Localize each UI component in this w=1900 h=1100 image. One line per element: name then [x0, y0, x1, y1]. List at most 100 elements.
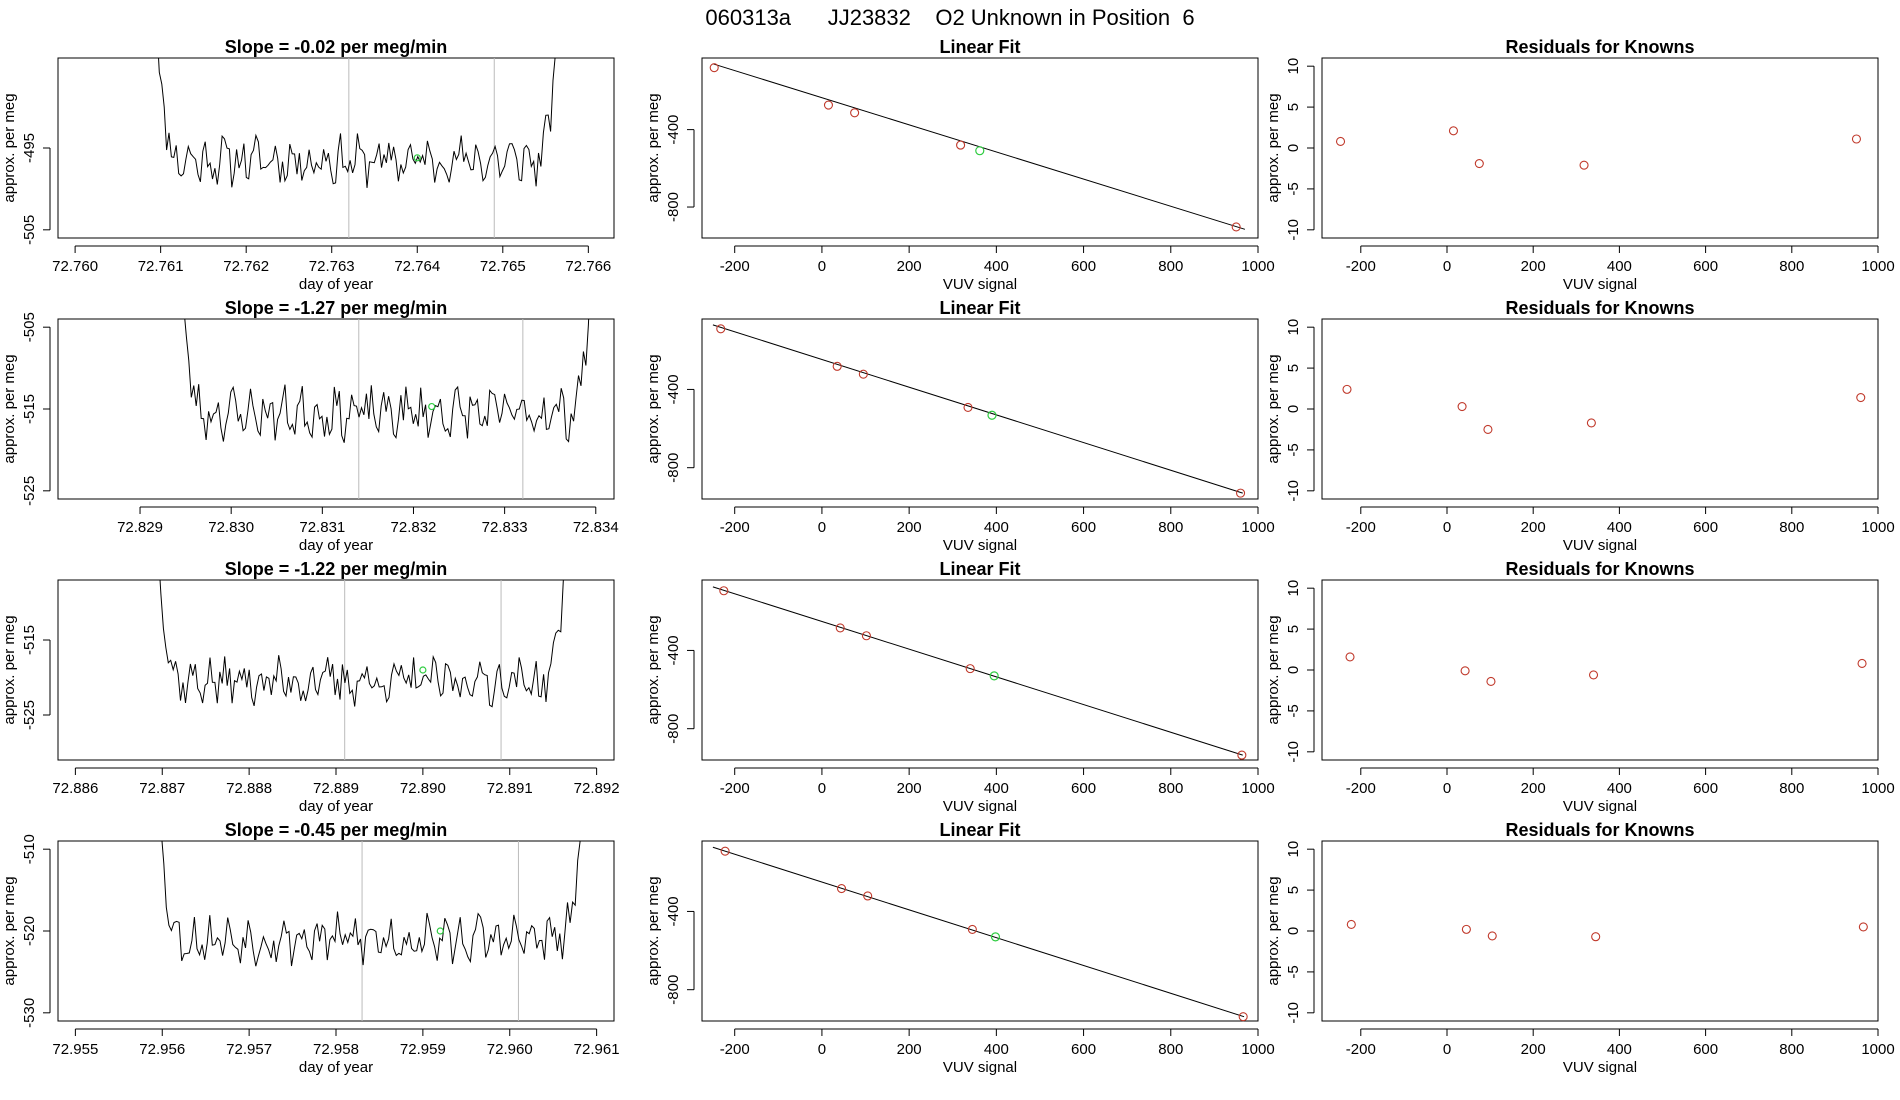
panel-3-y-axis-label: approx. per meg	[1265, 93, 1282, 202]
panel-2-y-tick-label: -800	[665, 192, 682, 222]
panel-3-known-point	[1474, 158, 1484, 169]
panel-10-y-tick-label: -530	[21, 998, 38, 1028]
panel-8-x-tick-label: -200	[720, 780, 750, 797]
panel-7-y-axis-label: approx. per meg	[1, 615, 18, 724]
panel-12-y-axis-label: approx. per meg	[1265, 876, 1282, 985]
panel-1-unknown-point	[413, 154, 421, 162]
panel-9-title: Residuals for Knowns	[1505, 559, 1694, 579]
panel-12-plot-frame	[1321, 840, 1879, 1022]
panel-8-fit-line	[712, 586, 1243, 756]
panel-7-x-tick-label: 72.890	[400, 780, 446, 797]
panel-9-y-tick-label: 10	[1285, 580, 1302, 597]
panel-5-x-tick-label: -200	[720, 519, 750, 536]
panel-5-x-tick-label: 400	[984, 519, 1009, 536]
panel-9-x-axis-label: VUV signal	[1563, 798, 1637, 815]
panel-11-fit-line	[712, 846, 1245, 1018]
panel-8-known-point	[719, 586, 729, 596]
panel-9-y-tick-label: -10	[1285, 741, 1302, 763]
panel-5-x-axis-label: VUV signal	[943, 537, 1017, 554]
panel-5-known-point	[716, 324, 726, 334]
panel-1-y-tick-label: -505	[21, 215, 38, 245]
panel-7-x-tick-label: 72.889	[313, 780, 359, 797]
panel-9-x-tick-label: 400	[1607, 780, 1632, 797]
panel-3-x-tick-label: 200	[1521, 258, 1546, 275]
panel-6-y-tick-label: 5	[1285, 364, 1302, 372]
panel-9-known-point	[1588, 670, 1599, 680]
panel-9-known-point	[1460, 666, 1470, 676]
panel-1-x-axis-label: day of year	[299, 276, 373, 293]
panel-11-y-axis-label: approx. per meg	[645, 876, 662, 985]
panel-2-x-tick-label: 800	[1158, 258, 1183, 275]
panel-4-series-line	[184, 319, 590, 443]
panel-7-plot-frame	[57, 579, 615, 761]
panel-6-y-tick-label: -5	[1285, 443, 1302, 456]
panel-12-x-tick-label: 1000	[1861, 1041, 1894, 1058]
panel-8-x-tick-label: 200	[897, 780, 922, 797]
panel-12-known-point	[1487, 931, 1497, 941]
panel-3-known-point	[1448, 126, 1459, 136]
panel-12-known-point	[1858, 922, 1868, 932]
panel-2-known-point	[850, 108, 860, 118]
panel-2-known-point	[956, 140, 966, 150]
panel-9-x-tick-label: 600	[1693, 780, 1718, 797]
panel-2-x-tick-label: -200	[720, 258, 750, 275]
panel-11-x-tick-label: 600	[1071, 1041, 1096, 1058]
panel-1-x-tick-label: 72.764	[394, 258, 440, 275]
panel-6-x-tick-label: 200	[1521, 519, 1546, 536]
panel-11-y-tick-label: -800	[665, 975, 682, 1005]
panel-6-x-axis-label: VUV signal	[1563, 537, 1637, 554]
panel-10-y-tick-label: -520	[21, 916, 38, 946]
panel-3-title: Residuals for Knowns	[1505, 37, 1694, 57]
panel-6-plot-frame	[1321, 318, 1879, 500]
panel-10-title: Slope = -0.45 per meg/min	[225, 820, 448, 840]
panel-7-y-tick-label: -515	[21, 625, 38, 655]
panel-6-x-tick-label: 600	[1693, 519, 1718, 536]
panel-1-x-tick-label: 72.765	[480, 258, 526, 275]
panel-10-plot-frame	[57, 840, 615, 1022]
panel-5-known-point	[963, 402, 973, 412]
panel-8-known-point	[1237, 750, 1247, 760]
panel-3-x-tick-label: 600	[1693, 258, 1718, 275]
panel-4-y-axis-label: approx. per meg	[1, 354, 18, 463]
panel-11-x-axis-label: VUV signal	[943, 1059, 1017, 1076]
panel-10-x-tick-label: 72.959	[400, 1041, 446, 1058]
panel-6-title: Residuals for Knowns	[1505, 298, 1694, 318]
panel-11-known-point	[863, 891, 873, 901]
panel-6-known-point	[1856, 392, 1866, 403]
panel-11-x-tick-label: -200	[720, 1041, 750, 1058]
panel-10-x-tick-label: 72.961	[574, 1041, 620, 1058]
panel-4-x-axis-label: day of year	[299, 537, 373, 554]
panel-7-x-tick-label: 72.887	[139, 780, 185, 797]
panel-9-plot-frame	[1321, 579, 1879, 761]
panel-9-y-axis-label: approx. per meg	[1265, 615, 1282, 724]
panel-2-known-point	[823, 100, 834, 110]
panel-5-y-tick-label: -400	[665, 374, 682, 404]
panel-6-known-point	[1483, 424, 1493, 435]
panel-5-fit-line	[712, 324, 1243, 494]
panel-6-y-axis-label: approx. per meg	[1265, 354, 1282, 463]
panel-2-x-tick-label: 0	[818, 258, 826, 275]
panel-3-known-point	[1851, 134, 1861, 144]
panel-2-unknown-point	[975, 146, 985, 156]
panel-7-title: Slope = -1.22 per meg/min	[225, 559, 448, 579]
panel-5-x-tick-label: 800	[1158, 519, 1183, 536]
panel-11-known-point	[967, 924, 977, 934]
panel-3-x-tick-label: 0	[1443, 258, 1451, 275]
panel-11-known-point	[1238, 1012, 1248, 1022]
panel-5-x-tick-label: 600	[1071, 519, 1096, 536]
panel-7-y-tick-label: -525	[21, 700, 38, 730]
panel-5-x-tick-label: 0	[818, 519, 826, 536]
panel-11-y-tick-label: -400	[665, 896, 682, 926]
panel-11-x-tick-label: 400	[984, 1041, 1009, 1058]
panel-8-known-point	[965, 664, 975, 674]
panel-6-x-tick-label: 400	[1607, 519, 1632, 536]
panel-5-y-axis-label: approx. per meg	[645, 354, 662, 463]
panel-1-x-tick-label: 72.763	[309, 258, 355, 275]
panel-3-x-tick-label: 400	[1607, 258, 1632, 275]
panel-4-title: Slope = -1.27 per meg/min	[225, 298, 448, 318]
panel-5-unknown-point	[987, 410, 997, 420]
panel-5-title: Linear Fit	[939, 298, 1020, 318]
panel-1-plot-frame	[57, 57, 615, 239]
panel-3-y-tick-label: -10	[1285, 219, 1302, 241]
